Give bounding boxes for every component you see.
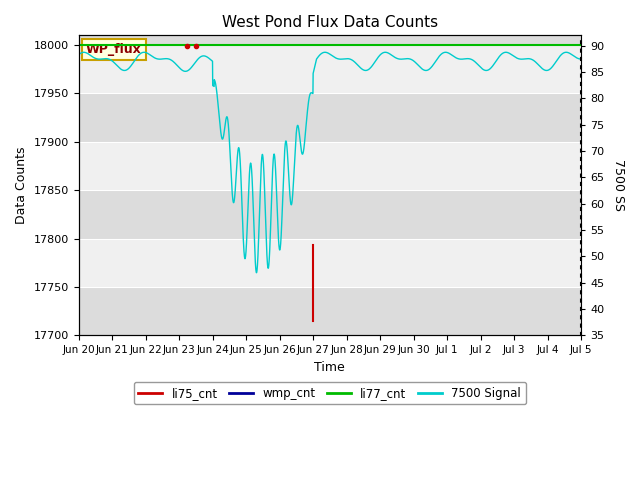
Text: WP_flux: WP_flux [86, 43, 142, 56]
Bar [79, 287, 581, 336]
Bar [79, 239, 581, 287]
Legend: li75_cnt, wmp_cnt, li77_cnt, 7500 Signal: li75_cnt, wmp_cnt, li77_cnt, 7500 Signal [134, 382, 526, 404]
Bar [79, 36, 581, 45]
Bar [79, 142, 581, 190]
Bar [79, 190, 581, 239]
X-axis label: Time: Time [314, 360, 345, 373]
Y-axis label: 7500 SS: 7500 SS [612, 159, 625, 211]
Title: West Pond Flux Data Counts: West Pond Flux Data Counts [221, 15, 438, 30]
Bar [79, 94, 581, 142]
Y-axis label: Data Counts: Data Counts [15, 146, 28, 224]
Bar [79, 45, 581, 94]
